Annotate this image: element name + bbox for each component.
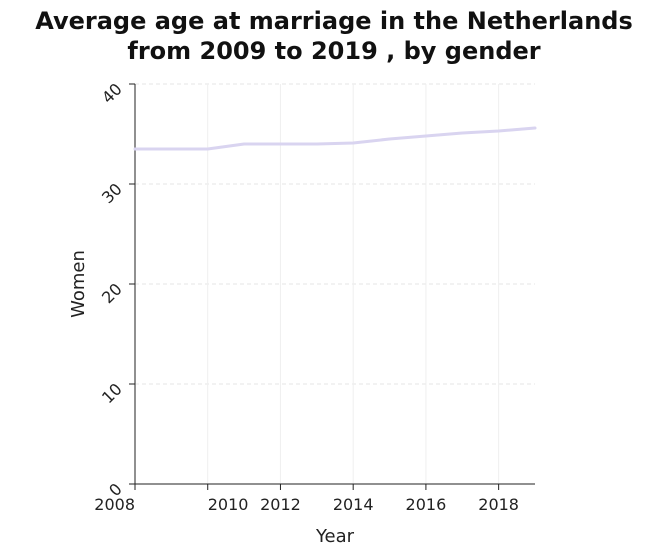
chart-title: Average age at marriage in the Netherlan… [0,6,668,66]
x-tick-label: 2012 [260,495,301,514]
x-tick-label: 2014 [333,495,374,514]
y-tick-label: 40 [98,79,126,107]
x-tick-label: 2010 [208,495,249,514]
chart-title-line2: from 2009 to 2019 , by gender [127,37,541,65]
x-tick-label: 2018 [478,495,519,514]
y-tick-label: 10 [98,379,126,407]
y-tick-label: 20 [98,279,126,307]
x-ticks: 2008 2010 2012 2014 2016 2018 [94,484,519,514]
x-tick-label: 2008 [94,495,135,514]
x-tick-label: 2016 [406,495,447,514]
y-tick-label: 30 [98,179,126,207]
grid-lines [134,83,535,484]
series-line [133,126,537,151]
y-axis-label: Women [68,250,89,318]
chart-title-line1: Average age at marriage in the Netherlan… [35,7,633,35]
x-axis-label: Year [315,526,355,547]
series-lines [133,126,537,151]
